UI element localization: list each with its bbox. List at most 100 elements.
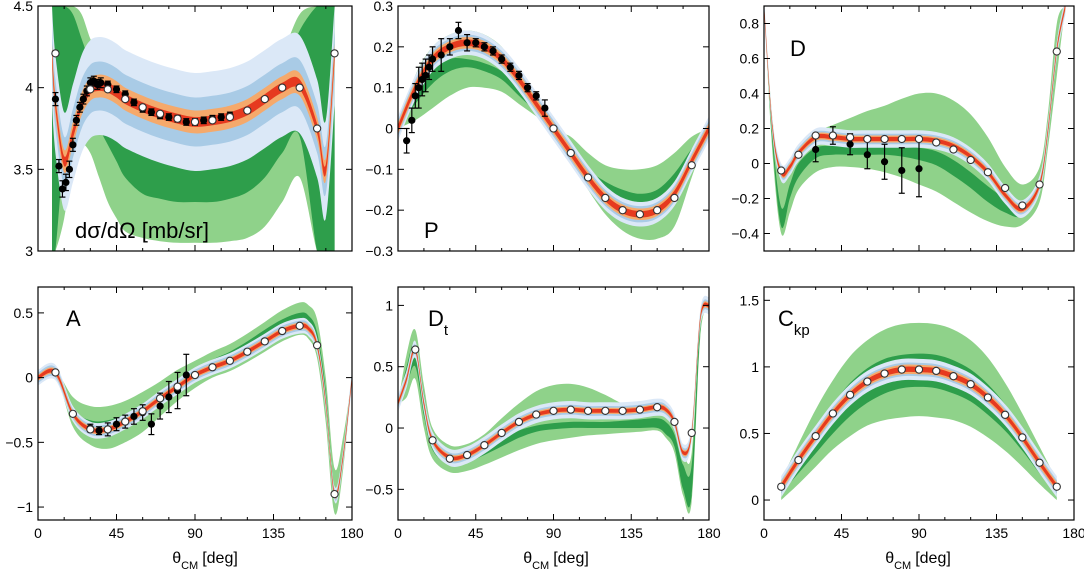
data-point: [880, 158, 889, 166]
open-point: [1035, 180, 1044, 189]
data-point: [55, 162, 63, 170]
data-point: [489, 47, 497, 55]
data-point: [72, 116, 80, 124]
y-tick-label: 0: [385, 121, 393, 137]
open-point: [549, 124, 558, 133]
y-tick-label: 3.5: [14, 161, 34, 177]
open-point: [260, 337, 269, 346]
data-point: [812, 145, 820, 154]
open-point: [330, 489, 339, 499]
data-point: [51, 95, 60, 103]
data-point: [523, 84, 532, 92]
open-point: [225, 112, 235, 122]
open-point: [635, 405, 645, 414]
band-orange: [764, 6, 1066, 213]
open-point: [121, 94, 130, 104]
plot-area-Ckp: [777, 322, 1061, 500]
y-tick-label: 0.5: [740, 425, 760, 441]
band-orange: [52, 43, 335, 184]
data-point: [130, 412, 138, 421]
data-point: [898, 166, 906, 175]
open-point: [173, 382, 182, 391]
plot-area-P: [398, 21, 709, 241]
open-point: [932, 366, 941, 376]
open-point: [278, 83, 287, 92]
x-tick-label: 90: [546, 525, 562, 541]
data-point: [217, 113, 225, 121]
plot-area-Dt: [398, 295, 709, 514]
open-point: [138, 103, 147, 112]
open-point: [445, 454, 454, 463]
open-point: [618, 206, 627, 215]
open-point: [51, 49, 60, 58]
open-point: [966, 380, 975, 389]
data-point: [200, 116, 208, 124]
data-point: [69, 141, 77, 149]
open-point: [428, 436, 437, 445]
open-point: [828, 131, 838, 140]
open-point: [1000, 410, 1010, 419]
open-point: [1052, 482, 1061, 491]
open-point: [121, 417, 130, 426]
open-point: [208, 363, 217, 372]
data-point: [97, 79, 105, 87]
open-point: [949, 372, 958, 381]
data-point: [76, 103, 84, 111]
open-point: [86, 425, 95, 434]
open-point: [532, 410, 541, 419]
open-point: [173, 114, 182, 123]
y-tick-label: 0.5: [374, 359, 394, 375]
x-tick-label: 135: [262, 525, 286, 541]
data-point: [422, 71, 430, 80]
y-tick-label: 0.2: [740, 121, 760, 137]
open-point: [278, 326, 287, 336]
open-point: [566, 405, 575, 414]
data-point: [498, 55, 506, 63]
y-tick-label: 1: [751, 359, 759, 375]
open-point: [1035, 458, 1044, 467]
open-point: [411, 345, 420, 354]
open-point: [794, 150, 803, 159]
data-point: [863, 151, 871, 159]
open-point: [845, 390, 855, 399]
y-tick-label: 0.3: [374, 0, 394, 14]
open-point: [618, 406, 627, 416]
x-tick-label: 180: [697, 525, 721, 541]
data-point: [437, 51, 445, 59]
data-point: [165, 113, 173, 121]
panel-dsigma: dσ/dΩ [mb/sr] 3 3.5 4 4.5: [14, 0, 353, 259]
y-tick-label: −1: [17, 499, 33, 515]
data-point: [463, 39, 471, 47]
data-point: [480, 43, 488, 51]
open-point: [1018, 201, 1027, 210]
panel-label-P: P: [424, 218, 439, 243]
open-point: [635, 210, 645, 219]
panel-label-Ckp: Ckp: [778, 306, 810, 339]
data-point: [411, 92, 419, 100]
y-tick-label: 0.4: [740, 86, 760, 102]
open-point: [914, 365, 924, 374]
open-point: [68, 409, 78, 419]
open-point: [653, 206, 662, 215]
open-point: [583, 173, 593, 182]
data-point: [472, 39, 480, 47]
data-point: [182, 371, 190, 379]
open-point: [103, 85, 112, 94]
data-point: [182, 118, 190, 126]
open-point: [601, 406, 610, 416]
data-point: [425, 63, 433, 71]
plot-area-A: [38, 302, 352, 515]
open-point: [225, 356, 235, 365]
open-point: [949, 145, 958, 154]
open-point: [687, 428, 696, 438]
x-tick-label: 0: [34, 525, 42, 541]
panel-Ckp: Ckp 0 45 90 135 180 0 0.5 1 1.5: [740, 286, 1084, 541]
data-point: [408, 116, 416, 124]
data-point: [65, 165, 73, 173]
open-point: [295, 321, 304, 330]
x-axis-label-2: θCM [deg]: [523, 550, 589, 572]
open-point: [670, 193, 679, 203]
open-point: [983, 168, 993, 177]
open-point: [330, 49, 339, 58]
